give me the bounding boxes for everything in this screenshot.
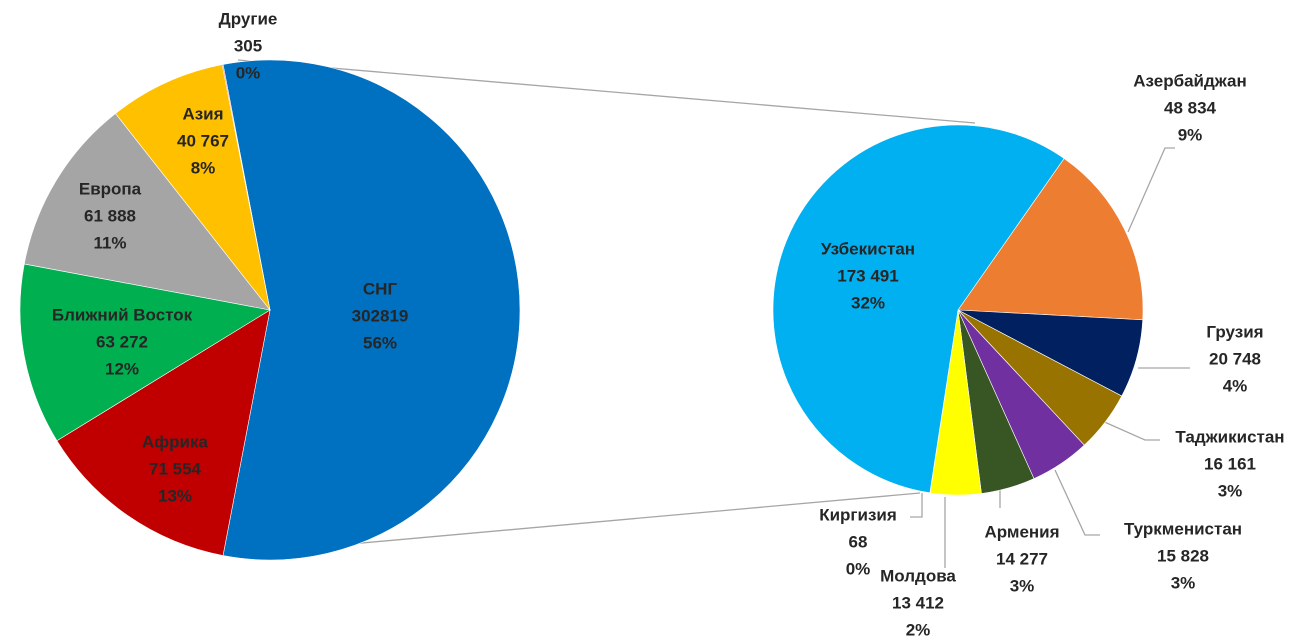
percent-label: 12% — [105, 359, 139, 378]
percent-label: 3% — [1218, 481, 1243, 500]
slice — [115, 64, 271, 311]
percent-label: 13% — [158, 486, 192, 505]
slice-label: Азия — [182, 104, 223, 123]
value-label: 63 272 — [96, 332, 148, 351]
percent-label: 9% — [1178, 125, 1203, 144]
slice-label: Другие — [219, 9, 278, 28]
value-label: 16 161 — [1204, 454, 1256, 473]
percent-label: 3% — [1010, 576, 1035, 595]
leader-lines — [910, 147, 1190, 568]
slice-label: Армения — [984, 522, 1059, 541]
slice-label: Азербайджан — [1133, 71, 1247, 90]
leader-line — [1054, 469, 1100, 536]
slice — [56, 309, 271, 556]
pie: Азербайджан 48 834 9% Грузия 20 748 4% Таджики… — [772, 71, 1285, 639]
slice-label: Грузия — [1206, 322, 1263, 341]
percent-label: 0% — [846, 559, 871, 578]
percent-label: 56% — [363, 333, 397, 352]
pie: СНГ 302819 56% Африка 71 554 13% Ближний Восто… — [19, 9, 521, 561]
slice-label: Ближний Восток — [52, 305, 193, 324]
percent-label: 4% — [1223, 376, 1248, 395]
value-label: 173 491 — [837, 266, 898, 285]
slice — [221, 64, 271, 311]
slice — [222, 59, 521, 561]
value-label: 48 834 — [1164, 98, 1217, 117]
leader-line — [1127, 147, 1175, 233]
slice-label: Африка — [142, 432, 208, 451]
leader-line — [1099, 419, 1160, 441]
value-label: 15 828 — [1157, 546, 1209, 565]
value-label: 305 — [234, 36, 262, 55]
slice-label: Европа — [79, 179, 142, 198]
slice-label: Узбекистан — [821, 239, 915, 258]
slice-label: Киргизия — [819, 505, 897, 524]
percent-label: 2% — [906, 620, 931, 639]
percent-label: 8% — [191, 158, 216, 177]
percent-label: 11% — [93, 233, 126, 252]
slice — [19, 263, 271, 442]
slice-label: СНГ — [363, 279, 398, 298]
value-label: 20 748 — [1209, 349, 1261, 368]
value-label: 302819 — [352, 306, 409, 325]
slice — [957, 158, 1144, 321]
slice-label: Таджикистан — [1175, 427, 1284, 446]
value-label: 40 767 — [177, 131, 229, 150]
slice — [772, 124, 1065, 494]
slice-label: Туркменистан — [1124, 519, 1242, 538]
value-label: 14 277 — [996, 549, 1048, 568]
slice-label: Молдова — [880, 566, 956, 585]
value-label: 71 554 — [149, 459, 202, 478]
value-label: 61 888 — [84, 206, 136, 225]
connector — [237, 59, 976, 124]
percent-label: 3% — [1171, 573, 1196, 592]
value-label: 13 412 — [892, 593, 944, 612]
percent-label: 0% — [236, 63, 261, 82]
slice — [23, 113, 271, 311]
value-label: 68 — [849, 532, 868, 551]
leader-line — [910, 493, 923, 518]
percent-label: 32% — [851, 293, 885, 312]
